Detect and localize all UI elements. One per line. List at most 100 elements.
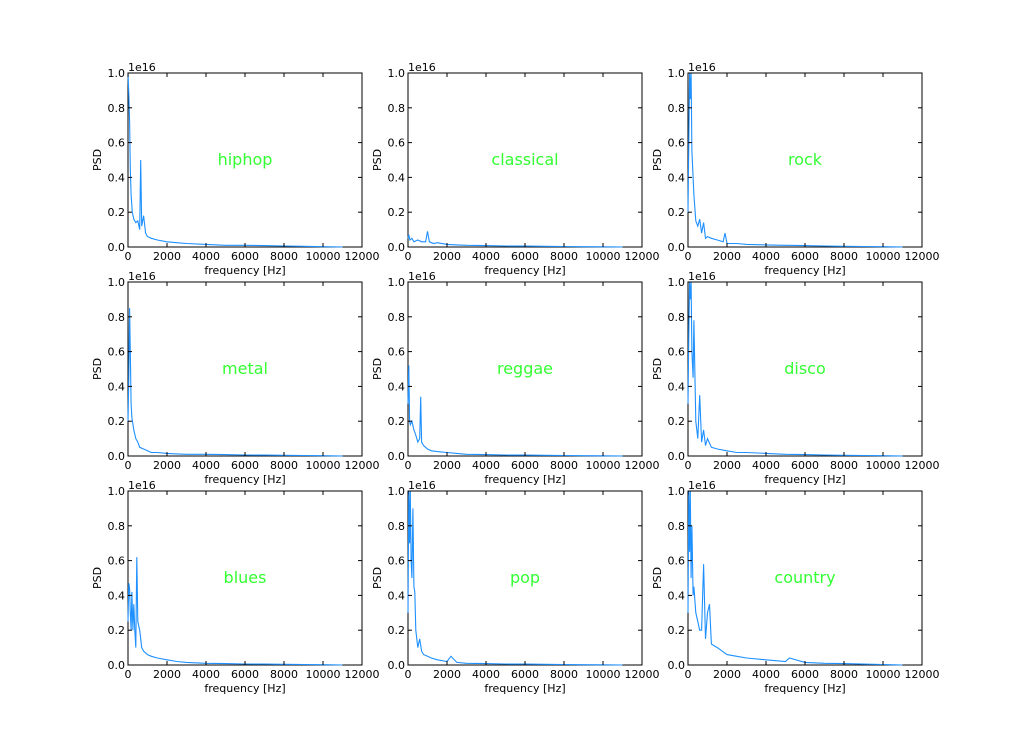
y-offset-label: 1e16 bbox=[688, 479, 716, 492]
x-axis-label: frequency [Hz] bbox=[484, 682, 565, 695]
x-tick-label: 0 bbox=[405, 668, 412, 681]
axes-frame bbox=[127, 490, 363, 666]
y-offset-label: 1e16 bbox=[408, 270, 436, 283]
y-offset-label: 1e16 bbox=[408, 61, 436, 74]
x-axis-label: frequency [Hz] bbox=[764, 473, 845, 486]
x-axis-label: frequency [Hz] bbox=[204, 473, 285, 486]
x-tick-label: 2000 bbox=[153, 459, 181, 472]
x-tick-label: 0 bbox=[125, 668, 132, 681]
subplot-blues: 0 2000 4000 6000 8000 10000 12000 0.0 0.2 0.4 0.6 0… bbox=[91, 479, 380, 695]
x-tick-label: 6000 bbox=[231, 459, 259, 472]
psd-line bbox=[687, 490, 903, 666]
y-tick-label: 0.8 bbox=[108, 311, 126, 324]
y-tick-label: 0.8 bbox=[108, 520, 126, 533]
psd-line bbox=[127, 557, 343, 666]
y-offset-label: 1e16 bbox=[128, 479, 156, 492]
genre-label: metal bbox=[222, 359, 268, 378]
x-tick-label: 8000 bbox=[270, 668, 298, 681]
x-tick-label: 4000 bbox=[192, 459, 220, 472]
x-tick-label: 4000 bbox=[192, 668, 220, 681]
y-tick-label: 0.4 bbox=[108, 380, 126, 393]
x-tick-label: 8000 bbox=[550, 668, 578, 681]
y-tick-label: 0.6 bbox=[388, 555, 406, 568]
genre-label: rock bbox=[788, 150, 823, 169]
x-axis-label: frequency [Hz] bbox=[764, 264, 845, 277]
y-offset-label: 1e16 bbox=[128, 61, 156, 74]
y-tick-label: 1.0 bbox=[388, 276, 406, 289]
y-offset-label: 1e16 bbox=[688, 270, 716, 283]
x-tick-label: 0 bbox=[685, 459, 692, 472]
axes-frame bbox=[127, 72, 363, 248]
y-tick-label: 0.2 bbox=[668, 206, 686, 219]
y-tick-label: 0.2 bbox=[108, 206, 126, 219]
x-tick-label: 6000 bbox=[511, 250, 539, 263]
x-tick-label: 0 bbox=[125, 250, 132, 263]
x-tick-label: 0 bbox=[405, 459, 412, 472]
x-tick-label: 10000 bbox=[586, 459, 621, 472]
y-tick-label: 1.0 bbox=[388, 67, 406, 80]
x-tick-label: 2000 bbox=[713, 250, 741, 263]
x-tick-label: 0 bbox=[405, 250, 412, 263]
x-tick-label: 2000 bbox=[433, 668, 461, 681]
x-tick-label: 6000 bbox=[791, 668, 819, 681]
x-axis-label: frequency [Hz] bbox=[204, 264, 285, 277]
genre-label: pop bbox=[510, 568, 540, 587]
x-tick-label: 4000 bbox=[752, 459, 780, 472]
y-tick-label: 0.8 bbox=[668, 311, 686, 324]
x-tick-label: 4000 bbox=[472, 250, 500, 263]
y-tick-label: 0.6 bbox=[388, 346, 406, 359]
y-tick-label: 0.8 bbox=[108, 102, 126, 115]
x-tick-label: 8000 bbox=[830, 668, 858, 681]
x-tick-label: 12000 bbox=[625, 250, 660, 263]
y-tick-label: 1.0 bbox=[668, 485, 686, 498]
y-tick-label: 0.4 bbox=[388, 589, 406, 602]
subplot-rock: 0 2000 4000 6000 8000 10000 12000 0.0 0.2 0.4 0.6 0… bbox=[651, 61, 940, 277]
x-tick-label: 2000 bbox=[433, 459, 461, 472]
y-offset-label: 1e16 bbox=[128, 270, 156, 283]
x-tick-label: 4000 bbox=[472, 459, 500, 472]
y-tick-label: 0.6 bbox=[668, 137, 686, 150]
x-tick-label: 10000 bbox=[866, 459, 901, 472]
y-tick-label: 1.0 bbox=[668, 276, 686, 289]
y-axis-label: PSD bbox=[91, 149, 104, 171]
genre-label: hiphop bbox=[218, 150, 273, 169]
x-tick-label: 6000 bbox=[511, 459, 539, 472]
x-tick-label: 12000 bbox=[345, 668, 380, 681]
x-tick-label: 10000 bbox=[586, 668, 621, 681]
axes-frame bbox=[127, 281, 363, 457]
subplot-reggae: 0 2000 4000 6000 8000 10000 12000 0.0 0.2 0.4 0.6 0… bbox=[371, 270, 660, 486]
y-tick-label: 1.0 bbox=[108, 485, 126, 498]
y-tick-label: 0.4 bbox=[388, 171, 406, 184]
y-tick-label: 0.0 bbox=[108, 450, 126, 463]
x-tick-label: 8000 bbox=[830, 459, 858, 472]
psd-line bbox=[407, 365, 623, 457]
y-tick-label: 0.4 bbox=[668, 589, 686, 602]
y-tick-label: 0.6 bbox=[388, 137, 406, 150]
y-tick-label: 0.2 bbox=[388, 415, 406, 428]
x-tick-label: 10000 bbox=[306, 459, 341, 472]
y-tick-label: 0.6 bbox=[668, 555, 686, 568]
subplot-disco: 0 2000 4000 6000 8000 10000 12000 0.0 0.2 0.4 0.6 0… bbox=[651, 270, 940, 486]
y-axis-label: PSD bbox=[651, 358, 664, 380]
y-tick-label: 0.4 bbox=[108, 589, 126, 602]
x-tick-label: 10000 bbox=[866, 668, 901, 681]
x-tick-label: 8000 bbox=[550, 250, 578, 263]
genre-label: country bbox=[774, 568, 835, 587]
y-tick-label: 0.2 bbox=[388, 206, 406, 219]
genre-label: classical bbox=[491, 150, 558, 169]
y-axis-label: PSD bbox=[371, 358, 384, 380]
axes-frame bbox=[407, 490, 643, 666]
x-axis-label: frequency [Hz] bbox=[484, 473, 565, 486]
y-tick-label: 0.4 bbox=[108, 171, 126, 184]
y-tick-label: 0.6 bbox=[108, 555, 126, 568]
x-tick-label: 2000 bbox=[713, 668, 741, 681]
x-tick-label: 6000 bbox=[231, 250, 259, 263]
x-tick-label: 0 bbox=[125, 459, 132, 472]
y-tick-label: 1.0 bbox=[388, 485, 406, 498]
y-tick-label: 0.8 bbox=[388, 102, 406, 115]
axes-frame bbox=[687, 281, 923, 457]
x-tick-label: 6000 bbox=[791, 250, 819, 263]
x-axis-label: frequency [Hz] bbox=[484, 264, 565, 277]
y-tick-label: 0.2 bbox=[668, 624, 686, 637]
